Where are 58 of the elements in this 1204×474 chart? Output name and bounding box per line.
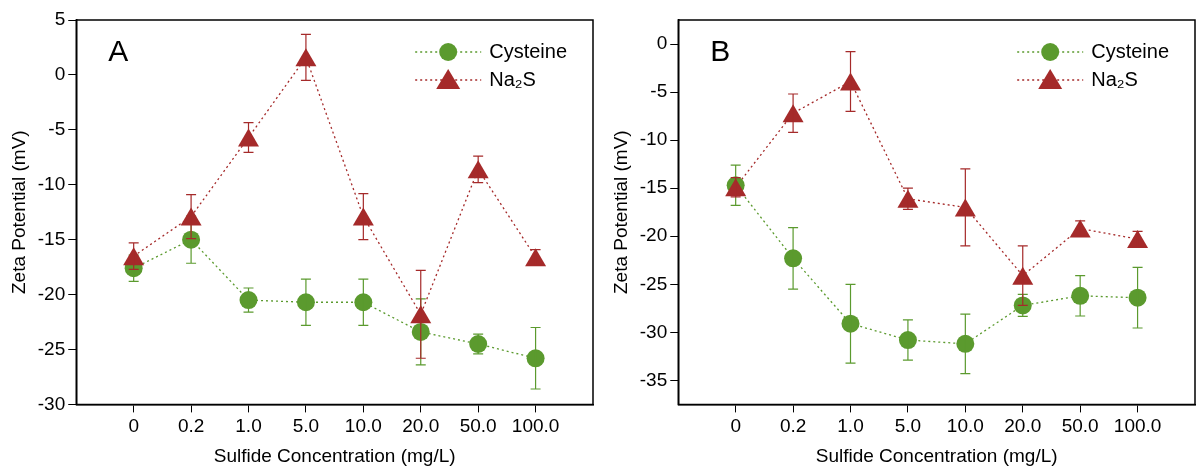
- x-axis-title: Sulfide Concentration (mg/L): [815, 444, 1058, 466]
- y-tick-label: -5: [650, 80, 668, 102]
- annotation: A: [108, 34, 129, 68]
- point: [1012, 266, 1034, 285]
- x-axis-title: Sulfide Concentration (mg/L): [213, 444, 456, 466]
- legend-label: Cysteine: [1091, 39, 1169, 62]
- point: [1127, 230, 1149, 249]
- x-tick-label: 0.2: [779, 415, 807, 437]
- y-tick-label: -10: [37, 172, 66, 194]
- x-tick-label: 1.0: [235, 415, 262, 437]
- y-tick-label: -30: [639, 320, 668, 342]
- y-tick-label: -15: [639, 176, 668, 198]
- point: [354, 293, 373, 312]
- legend-label: Cysteine: [489, 39, 567, 62]
- point: [352, 207, 374, 226]
- point: [525, 248, 547, 267]
- point: [1128, 288, 1147, 307]
- legend-label: Na₂S: [489, 67, 536, 90]
- point: [469, 334, 488, 353]
- y-tick-label: -25: [639, 272, 668, 294]
- x-tick-label: 10.0: [946, 415, 984, 437]
- y-tick-label: 0: [54, 63, 66, 85]
- point: [956, 334, 975, 353]
- y-tick-label: 0: [656, 32, 668, 54]
- y-tick-label: -10: [639, 128, 668, 150]
- y-tick-label: -25: [37, 337, 66, 359]
- x-tick-label: 100.0: [511, 415, 560, 437]
- point: [840, 72, 862, 91]
- x-tick-label: 100.0: [1113, 415, 1162, 437]
- x-tick-label: 50.0: [1061, 415, 1099, 437]
- x-tick-label: 20.0: [1004, 415, 1042, 437]
- y-tick-label: -20: [37, 282, 66, 304]
- point: [841, 314, 860, 333]
- x-tick-label: 5.0: [894, 415, 922, 437]
- y-tick-label: 5: [54, 8, 66, 30]
- x-tick-label: 5.0: [292, 415, 320, 437]
- y-tick-label: -30: [37, 392, 66, 414]
- x-tick-label: 1.0: [837, 415, 864, 437]
- y-axis-title: Zeta Potential (mV): [609, 130, 631, 295]
- x-tick-label: 20.0: [402, 415, 440, 437]
- x-tick-label: 0.2: [177, 415, 205, 437]
- x-tick-label: 50.0: [459, 415, 497, 437]
- y-tick-label: -20: [639, 224, 668, 246]
- point: [238, 128, 260, 147]
- y-tick-label: -35: [639, 368, 668, 390]
- y-axis-title: Zeta Potential (mV): [7, 130, 29, 295]
- x-tick-label: 10.0: [344, 415, 382, 437]
- point: [411, 322, 430, 341]
- legend-label: Na₂S: [1091, 67, 1138, 90]
- point: [526, 349, 545, 368]
- point: [1069, 219, 1091, 238]
- point: [239, 291, 258, 310]
- point: [1071, 286, 1090, 305]
- annotation: B: [710, 34, 731, 68]
- x-tick-label: 0: [730, 415, 741, 437]
- y-tick-label: -15: [37, 227, 66, 249]
- x-tick-label: 0: [128, 415, 139, 437]
- y-tick-label: -5: [48, 118, 66, 140]
